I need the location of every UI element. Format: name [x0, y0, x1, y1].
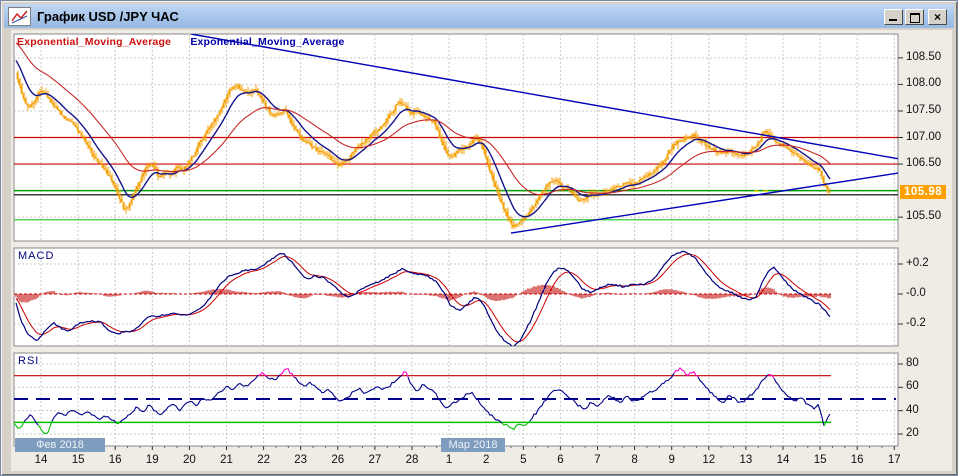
- minimize-icon: [889, 19, 897, 21]
- time-tick-label: 8: [631, 454, 638, 466]
- time-tick-label: 26: [331, 454, 345, 466]
- time-tick-label: 21: [220, 454, 233, 466]
- time-tick-label: 23: [294, 454, 308, 466]
- time-tick-label: 5: [520, 454, 527, 466]
- window-controls: ×: [882, 9, 947, 25]
- price-tick-label: 107.00: [906, 130, 942, 143]
- macd-tick-label: -0.0: [906, 287, 926, 299]
- price-tick-label: 106.50: [906, 157, 942, 170]
- time-tick-label: 15: [813, 454, 827, 466]
- rsi-tick-label: 80: [906, 357, 919, 369]
- price-tick-label: 108.50: [906, 50, 942, 63]
- time-tick-label: 17: [887, 454, 901, 466]
- time-tick-label: 14: [776, 454, 790, 466]
- rsi-tick-label: 60: [906, 380, 919, 393]
- time-tick-label: 19: [145, 454, 159, 466]
- minimize-button[interactable]: [884, 9, 903, 25]
- rsi-tick-label: 20: [906, 427, 919, 439]
- close-icon: ×: [933, 10, 941, 24]
- month-badge: Фев 2018: [15, 438, 105, 452]
- time-tick-label: 13: [739, 454, 753, 466]
- title-bar[interactable]: График USD /JPY ЧАС ×: [4, 4, 954, 28]
- rsi-tick-label: 40: [906, 403, 919, 416]
- close-button[interactable]: ×: [928, 9, 947, 25]
- time-tick-label: 16: [108, 454, 122, 466]
- price-tick-label: 108.00: [906, 77, 942, 90]
- time-tick-label: 20: [182, 454, 196, 466]
- time-tick-label: 27: [368, 454, 382, 466]
- legend-ema-red: Exponential_Moving_Average: [17, 36, 172, 48]
- time-tick-label: 16: [850, 454, 864, 466]
- time-tick-label: 28: [405, 454, 419, 466]
- time-tick-label: 6: [557, 454, 564, 466]
- price-tick-label: 107.50: [906, 103, 942, 116]
- month-badge: Мар 2018: [441, 438, 505, 452]
- current-price-badge: 105.98: [900, 184, 947, 199]
- time-tick-label: 14: [34, 454, 48, 466]
- time-tick-label: 12: [702, 454, 716, 466]
- legend-ema-blue: Exponential_Moving_Average: [190, 36, 345, 48]
- indicator-legend: Exponential_Moving_Average Exponential_M…: [17, 36, 345, 48]
- chart-icon: [8, 6, 31, 26]
- maximize-icon: [910, 13, 920, 23]
- time-tick-label: 1: [445, 454, 453, 466]
- window-title: График USD /JPY ЧАС: [37, 8, 179, 24]
- rsi-panel-label: RSI: [18, 355, 40, 367]
- time-tick-label: 2: [482, 454, 490, 466]
- macd-tick-label: -0.2: [906, 317, 926, 329]
- macd-tick-label: +0.2: [906, 257, 929, 269]
- maximize-button[interactable]: [905, 9, 924, 25]
- macd-panel-label: MACD: [18, 250, 55, 262]
- time-tick-label: 22: [257, 454, 270, 466]
- time-tick-label: 7: [594, 454, 601, 466]
- time-tick-label: 9: [668, 454, 675, 466]
- price-tick-label: 105.50: [906, 210, 942, 223]
- time-tick-label: 15: [71, 454, 85, 466]
